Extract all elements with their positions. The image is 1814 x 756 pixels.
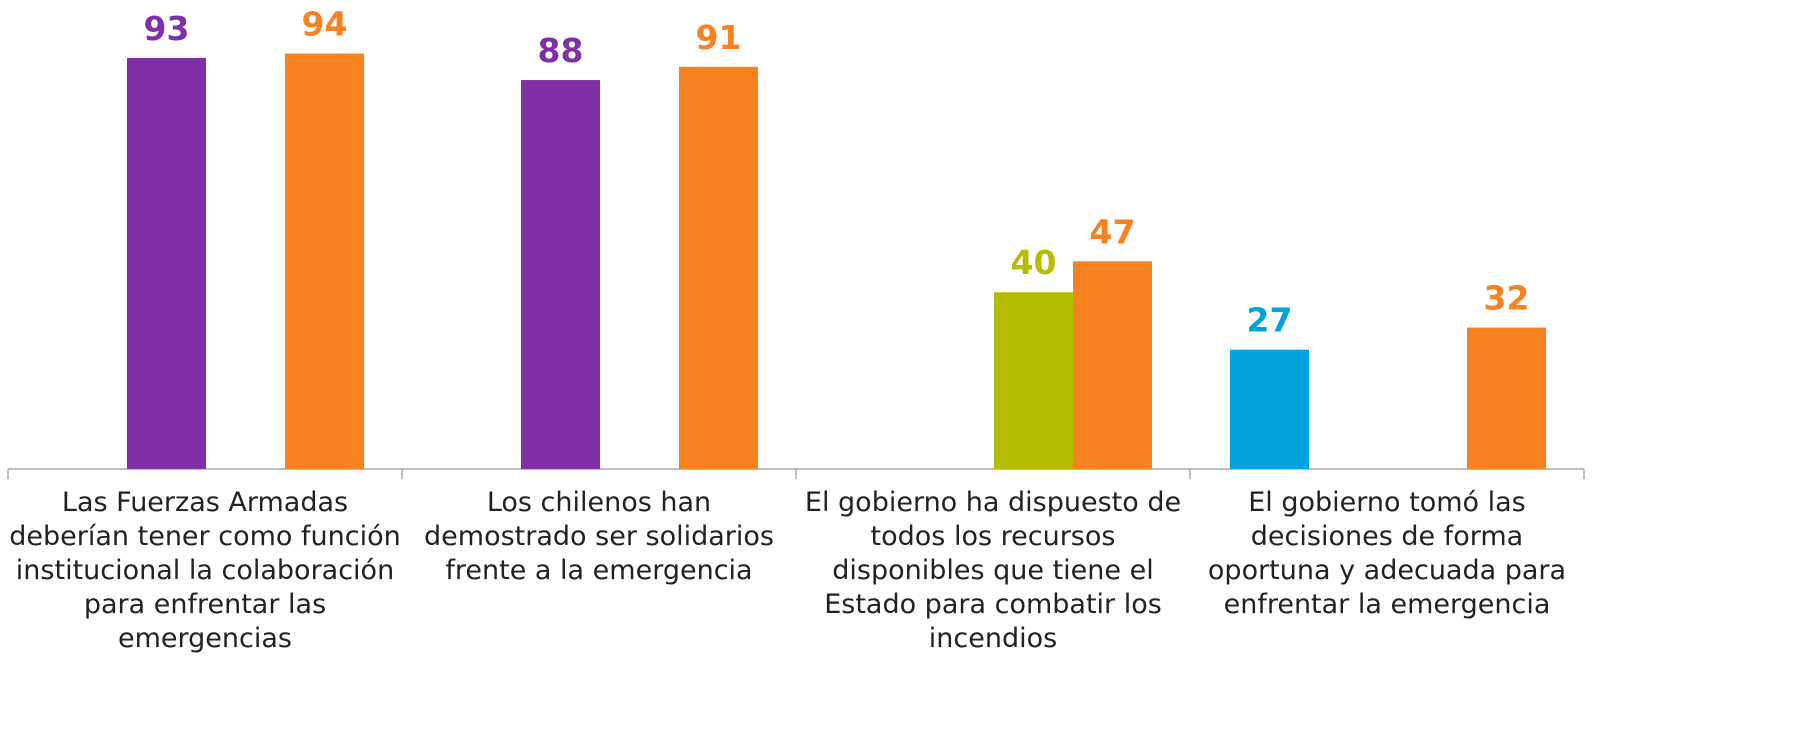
bar [679, 66, 758, 469]
bar [127, 57, 206, 469]
x-tick-label: El gobierno ha dispuesto de todos los re… [804, 487, 1182, 654]
bar [1073, 261, 1152, 469]
data-label: 40 [1011, 243, 1057, 282]
data-label: 27 [1247, 301, 1293, 340]
x-tick-label: Los chilenos han demostrado ser solidari… [424, 487, 774, 586]
x-tick-label: El gobierno tomó las decisiones de forma… [1207, 487, 1567, 620]
bar [1230, 349, 1309, 469]
x-tick-label: Las Fuerzas Armadas deberían tener como … [9, 487, 401, 654]
bar [285, 53, 364, 470]
data-label: 93 [144, 9, 190, 48]
data-label: 32 [1484, 279, 1530, 318]
data-label: 88 [538, 31, 584, 70]
data-label: 91 [696, 18, 742, 57]
data-label: 47 [1090, 212, 1136, 251]
bar [521, 80, 600, 469]
data-label: 94 [302, 5, 348, 44]
bar [994, 292, 1073, 469]
bar [1467, 327, 1546, 469]
